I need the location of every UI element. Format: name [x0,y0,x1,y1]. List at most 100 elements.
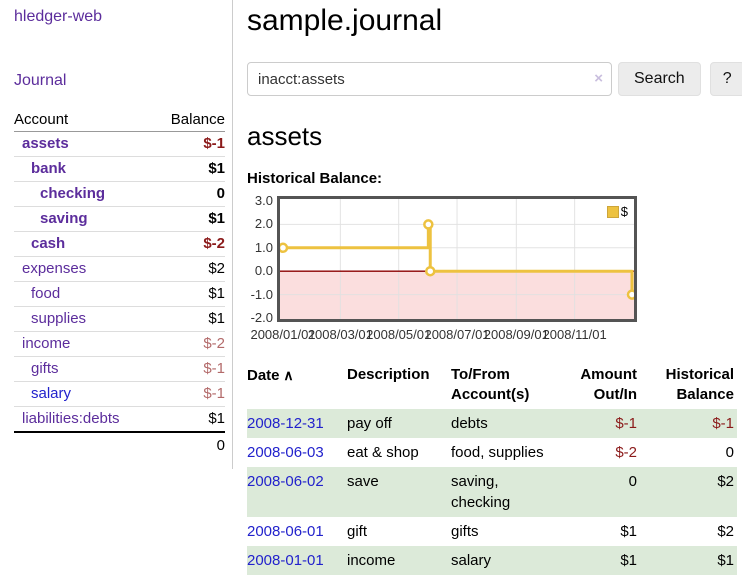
account-balance: $1 [153,206,225,232]
x-tick-label: 2008/11/01 [542,327,607,342]
account-link[interactable]: food [31,285,61,302]
transaction-date-link[interactable]: 2008-06-01 [247,523,324,540]
transaction-date-link[interactable]: 2008-06-03 [247,444,324,461]
account-row: salary $-1 [14,381,225,407]
transaction-accounts: saving, checking [451,473,511,511]
nav-journal-link[interactable]: Journal [14,72,67,89]
account-row: income $-2 [14,331,225,357]
transaction-accounts: food, supplies [451,444,544,461]
x-tick-label: 2008/01/01 [250,327,316,342]
x-tick-label: 2008/09/01 [483,327,549,342]
transaction-row: 2008-01-01 income salary $1 $1 [247,546,737,575]
account-link[interactable]: bank [31,160,67,177]
transaction-row: 2008-06-01 gift gifts $1 $2 [247,517,737,546]
sidebar: hledger-web Journal Account Balance asse… [0,0,233,469]
account-heading: assets [247,121,323,151]
brand-link[interactable]: hledger-web [14,8,103,25]
accounts-table: Account Balance assets $-1 bank $1 checking 0… [14,108,225,459]
transaction-description: income [347,552,396,569]
main-content: sample.journal × Search ? assets Histori… [233,0,742,575]
account-balance: $2 [153,256,225,282]
chart-title: Historical Balance: [247,170,383,187]
account-row: expenses $2 [14,256,225,282]
search-box: × [247,62,612,96]
register-table: Date ∧ Description To/From Account(s) Amoun… [247,361,737,575]
account-link[interactable]: cash [31,235,66,252]
account-balance: $-1 [153,356,225,382]
transaction-date-link[interactable]: 2008-06-02 [247,473,324,490]
transaction-description: save [347,473,379,490]
account-balance: $1 [153,306,225,332]
transaction-accounts: gifts [451,523,479,540]
transaction-row: 2008-06-03 eat & shop food, supplies $-2 0 [247,438,737,467]
account-balance: $-1 [153,381,225,407]
transaction-balance: 0 [725,444,734,461]
search-input[interactable] [247,62,612,96]
account-balance: $-1 [153,131,225,157]
transaction-description: gift [347,523,368,540]
transaction-description: pay off [347,415,392,432]
account-row: supplies $1 [14,306,225,332]
transaction-row: 2008-06-02 save saving, checking 0 $2 [247,467,737,517]
register-col-historical-balance: Historical Balance [665,366,734,403]
transaction-balance: $1 [717,552,734,569]
account-balance: $1 [153,406,225,433]
account-link[interactable]: liabilities:debts [22,410,120,427]
transaction-date-link[interactable]: 2008-01-01 [247,552,324,569]
y-tick-label: -1.0 [250,286,273,302]
transaction-balance: $-1 [712,415,734,432]
account-link[interactable]: supplies [31,310,87,327]
y-tick-label: -2.0 [250,310,273,325]
sort-ascending-icon: ∧ [279,367,294,383]
register-col-description: Description [347,366,430,383]
x-tick-label: 2008/05/01 [366,327,432,342]
transaction-description: eat & shop [347,444,419,461]
account-row: liabilities:debts $1 [14,406,225,433]
accounts-total-row: 0 [14,431,225,459]
account-row: saving $1 [14,206,225,232]
account-link[interactable]: checking [40,185,106,202]
account-balance: $-2 [153,231,225,257]
legend-swatch-icon [606,205,619,218]
transaction-amount: $-2 [615,444,637,461]
transaction-balance: $2 [717,523,734,540]
account-balance: $1 [153,156,225,182]
register-col-date[interactable]: Date ∧ [247,367,294,384]
search-button[interactable]: Search [618,62,701,96]
chart-plot-area[interactable]: $ [277,196,637,322]
chart-x-axis: 2008/01/01 2008/03/01 2008/05/01 2008/07/01… [250,327,634,345]
transaction-row: 2008-12-31 pay off debts $-1 $-1 [247,409,737,438]
accounts-col-balance: Balance [153,108,225,132]
accounts-col-account: Account [14,108,154,132]
historical-balance-chart: 3.0 2.0 1.0 0.0 -1.0 -2.0 $ 2008/01/01 2008/03… [247,193,647,346]
transaction-date-link[interactable]: 2008-12-31 [247,415,324,432]
account-balance: $1 [153,281,225,307]
search-form: × Search ? [247,62,742,96]
page-title: sample.journal [247,4,443,37]
account-link[interactable]: gifts [31,360,59,377]
y-tick-label: 0.0 [254,263,273,279]
account-row: food $1 [14,281,225,307]
account-link[interactable]: saving [40,210,88,227]
account-balance: 0 [153,181,225,207]
account-row: gifts $-1 [14,356,225,382]
x-tick-label: 2008/03/01 [307,327,373,342]
account-balance: $-2 [153,331,225,357]
account-link[interactable]: salary [31,385,72,402]
chart-legend: $ [604,203,630,220]
transaction-amount: $-1 [615,415,637,432]
x-tick-label: 2008/07/01 [424,327,490,342]
account-link[interactable]: expenses [22,260,87,277]
account-link[interactable]: income [22,335,71,352]
help-button[interactable]: ? [709,62,742,96]
account-link[interactable]: assets [22,135,69,152]
account-row: assets $-1 [14,131,225,157]
transaction-accounts: debts [451,415,488,432]
transaction-amount: $1 [620,552,637,569]
register-col-to-from-account-s: To/From Account(s) [451,366,530,403]
account-row: bank $1 [14,156,225,182]
transaction-balance: $2 [717,473,734,490]
clear-search-icon[interactable]: × [594,70,603,87]
transaction-amount: $1 [620,523,637,540]
